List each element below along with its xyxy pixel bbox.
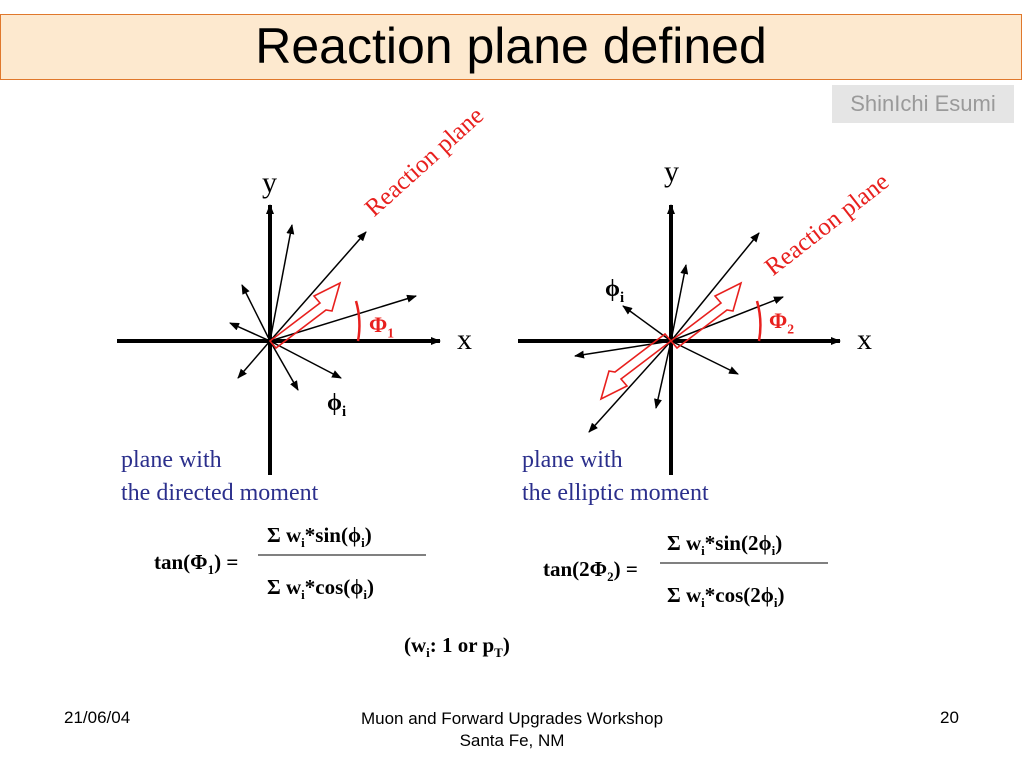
right-particle-vectors: [574, 232, 784, 433]
title-bar: [0, 14, 1022, 80]
left-formula-numerator: Σ wi*sin(ϕi): [267, 523, 372, 551]
right-diagram: [518, 204, 841, 475]
right-y-label: y: [664, 155, 679, 188]
right-x-label: x: [857, 323, 872, 356]
right-angle-label: Φ2: [769, 308, 795, 337]
right-reaction-plane-arrows: [599, 281, 743, 401]
left-angle-arc: [354, 300, 361, 342]
left-diagram: [117, 204, 441, 475]
left-reaction-plane-arrow: [268, 281, 342, 350]
author-badge: ShinIchi Esumi: [832, 85, 1014, 123]
left-formula-denominator: Σ wi*cos(ϕi): [267, 575, 374, 603]
left-x-label: x: [457, 323, 472, 356]
right-formula-denominator: Σ wi*cos(2ϕi): [667, 583, 785, 611]
right-caption: plane with the elliptic moment: [522, 447, 709, 506]
left-formula-lhs: tan(Φ1) =: [154, 550, 239, 578]
right-angle-arc: [755, 300, 762, 342]
left-caption: plane with the directed moment: [121, 447, 319, 506]
left-particle-vectors: [229, 224, 417, 391]
left-phi-label: ϕi: [327, 390, 347, 420]
left-angle-label: Φ1: [369, 312, 395, 341]
footer-page-number: 20: [940, 708, 959, 727]
slide-title: Reaction plane defined: [255, 18, 767, 74]
left-y-label: y: [262, 166, 277, 199]
right-formula-lhs: tan(2Φ2) =: [543, 557, 638, 585]
right-formula-numerator: Σ wi*sin(2ϕi): [667, 531, 783, 559]
weight-note: (wi: 1 or pT): [404, 633, 510, 661]
footer-event: Muon and Forward Upgrades Workshop Santa…: [360, 709, 664, 750]
footer-date: 21/06/04: [64, 708, 131, 727]
right-phi-label: ϕi: [605, 276, 625, 306]
